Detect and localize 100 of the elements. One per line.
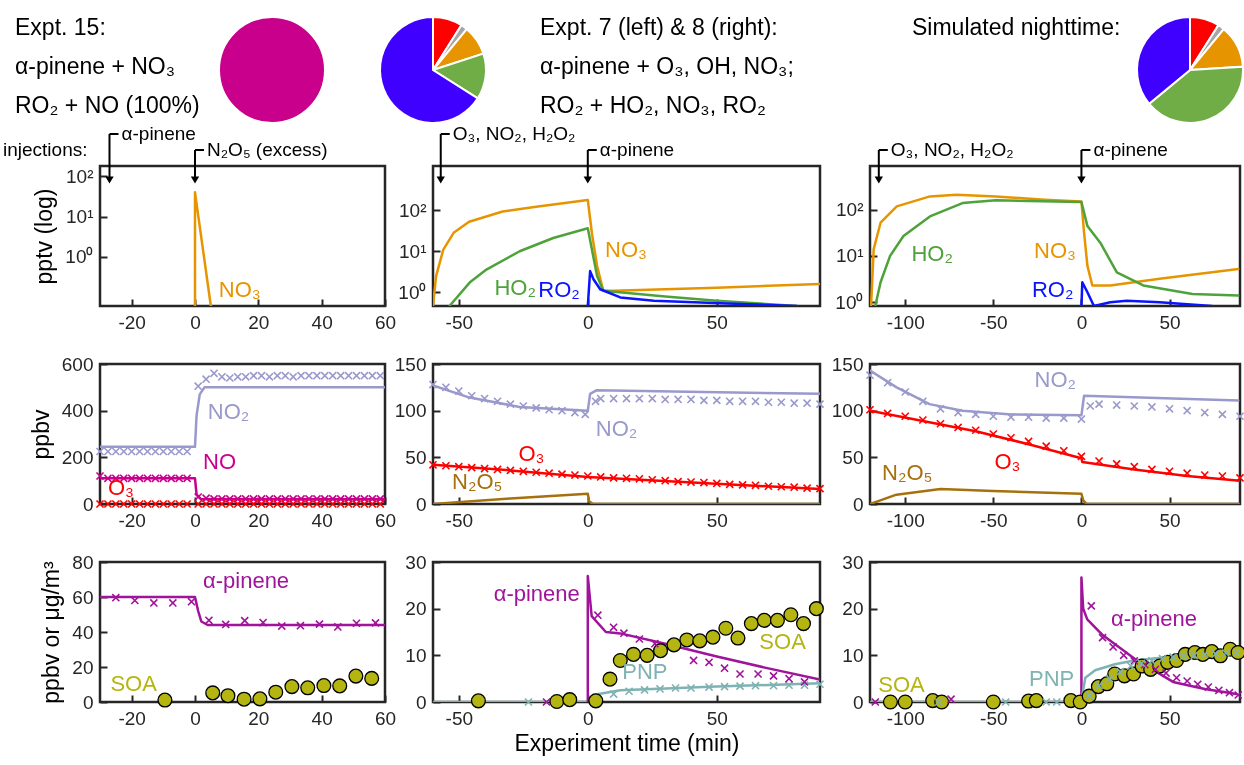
series-label: α-pinene [1110, 606, 1198, 632]
y-tick-label: 200 [61, 446, 94, 468]
x-tick-label: 0 [1076, 509, 1088, 531]
y-tick-label: 50 [842, 446, 864, 468]
y-tick-label: 10⁰ [398, 281, 427, 303]
x-tick-label: 50 [706, 509, 728, 531]
x-tick-label: -50 [980, 509, 1008, 531]
x-tick-label: 60 [374, 509, 397, 531]
x-tick-label: -20 [118, 311, 146, 333]
y-tick-label: 60 [72, 586, 94, 608]
x-tick-label: 40 [311, 707, 333, 729]
x-axis-title: Experiment time (min) [514, 729, 740, 756]
ref-line-label: N₂O₅ (excess) [207, 139, 328, 160]
text: Expt. 7 (left) & 8 (right): [540, 14, 778, 40]
series-label: NO₃ [605, 236, 648, 262]
y-tick-label: 10 [405, 644, 427, 666]
x-tick-label: -100 [886, 509, 925, 531]
x-tick-label: 0 [1076, 311, 1088, 333]
series-label: NO₂ [207, 399, 250, 425]
y-tick-label: 10² [399, 199, 427, 221]
ref-line-label: α-pinene [599, 139, 675, 160]
x-tick-label: 40 [311, 311, 333, 333]
y-tick-label: 20 [842, 598, 864, 620]
y-axis-title: ppbv or μg/m³ [38, 560, 65, 704]
x-tick-label: 0 [583, 707, 594, 729]
text: α-pinene + O₃, OH, NO₃; [540, 53, 794, 79]
y-tick-label: 30 [405, 551, 427, 573]
y-tick-label: 40 [72, 621, 94, 643]
x-tick-label: 0 [1076, 707, 1088, 729]
x-tick-label: -50 [980, 707, 1008, 729]
y-tick-label: 400 [61, 400, 94, 422]
x-tick-label: 50 [1159, 311, 1181, 333]
y-tick-label: 80 [72, 551, 94, 573]
y-tick-label: 10² [836, 199, 864, 221]
x-tick-label: 40 [311, 509, 333, 531]
ref-line-label: α-pinene [1093, 139, 1168, 160]
series-label: SOA [110, 671, 158, 697]
y-tick-label: 20 [72, 656, 94, 678]
text: α-pinene + NO₃ [15, 53, 176, 79]
x-tick-label: -20 [118, 509, 146, 531]
series-label: PNP [1029, 666, 1075, 691]
x-tick-label: 50 [1159, 509, 1181, 531]
series-label: HO₂ [911, 241, 954, 267]
series-label: RO₂ [538, 277, 580, 302]
y-tick-label: 0 [415, 493, 427, 515]
x-tick-label: -100 [886, 707, 925, 729]
y-tick-label: 10 [842, 644, 864, 666]
x-tick-label: 0 [583, 509, 594, 531]
series-label: N₂O₅ [882, 460, 933, 486]
y-axis-title: ppbv [27, 409, 54, 460]
series-label: PNP [622, 659, 668, 684]
y-tick-label: 600 [61, 353, 94, 375]
text: RO₂ + NO (100%) [15, 92, 200, 118]
y-tick-label: 10¹ [66, 206, 94, 228]
x-tick-label: -20 [118, 707, 146, 729]
x-tick-label: -50 [445, 707, 474, 729]
x-tick-label: 50 [1159, 707, 1181, 729]
y-tick-label: 150 [394, 353, 427, 375]
x-tick-label: 20 [248, 311, 270, 333]
series-label: SOA [759, 628, 807, 654]
y-tick-label: 10¹ [836, 245, 864, 267]
series-label: O₃ [108, 475, 135, 500]
y-tick-label: 10⁰ [835, 291, 864, 313]
text: RO₂ + HO₂, NO₃, RO₂ [540, 92, 766, 118]
y-tick-label: 10¹ [399, 240, 427, 262]
x-tick-label: 50 [706, 311, 728, 333]
x-tick-label: 0 [190, 509, 201, 531]
x-tick-label: 0 [583, 311, 594, 333]
series-label: α-pinene [493, 581, 580, 606]
y-tick-label: 100 [394, 400, 427, 422]
x-tick-label: -100 [886, 311, 925, 333]
y-tick-label: 20 [405, 598, 427, 620]
x-tick-label: 0 [190, 311, 201, 333]
series-label: SOA [878, 671, 926, 697]
ref-line-label: α-pinene [121, 123, 196, 144]
text: Simulated nighttime: [912, 14, 1121, 40]
x-tick-label: -50 [980, 311, 1008, 333]
x-tick-label: 50 [706, 707, 728, 729]
series-label: NO₃ [1034, 237, 1077, 263]
y-tick-label: 0 [82, 493, 94, 515]
x-tick-label: -50 [445, 509, 474, 531]
y-tick-label: 150 [831, 353, 864, 375]
y-axis-title: pptv (log) [31, 188, 58, 285]
y-tick-label: 100 [831, 400, 864, 422]
x-tick-label: 20 [248, 707, 270, 729]
x-tick-label: 60 [374, 707, 397, 729]
y-tick-label: 0 [415, 691, 427, 713]
x-tick-label: 60 [374, 311, 397, 333]
series-label: O₃ [994, 449, 1021, 475]
y-tick-label: 10² [66, 165, 94, 187]
ref-line-label: O₃, NO₂, H₂O₂ [452, 123, 576, 144]
series-label: HO₂ [494, 274, 536, 300]
x-tick-label: 0 [190, 707, 201, 729]
y-tick-label: 50 [405, 446, 427, 468]
ref-line-label: O₃, NO₂, H₂O₂ [890, 139, 1014, 160]
y-tick-label: 10⁰ [65, 246, 94, 268]
series-label: NO [203, 449, 236, 475]
y-tick-label: 30 [842, 551, 864, 573]
y-tick-label: 0 [82, 691, 94, 713]
text: injections: [3, 139, 88, 160]
